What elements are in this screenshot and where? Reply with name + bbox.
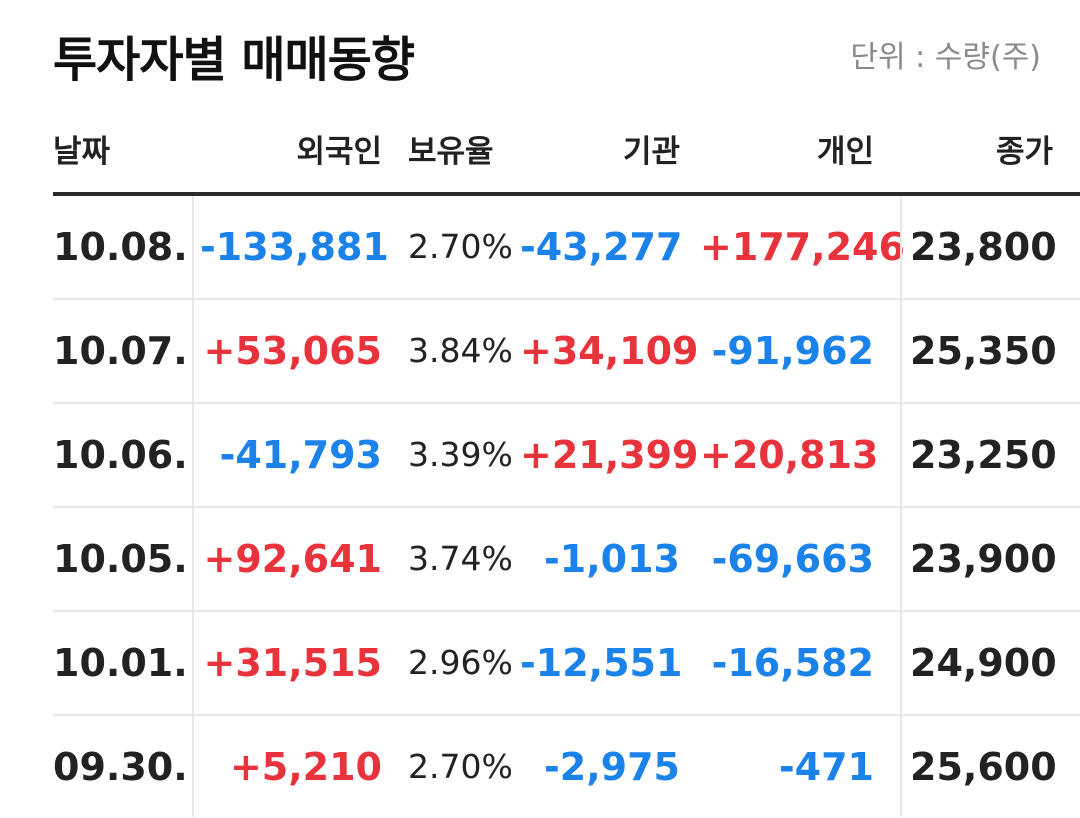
column-header-date: 날짜 bbox=[53, 134, 111, 170]
table-row: 10.06. -41,793 3.39% +21,399 +20,813 23,… bbox=[53, 404, 1080, 508]
date-cell: 10.06. bbox=[53, 433, 188, 477]
column-divider-date bbox=[192, 196, 194, 817]
holding-cell: 2.96% bbox=[408, 643, 513, 682]
institution-cell: -43,277 bbox=[520, 225, 683, 269]
column-divider-close bbox=[900, 196, 902, 817]
row-divider bbox=[53, 298, 1080, 300]
individual-cell: +20,813 bbox=[700, 433, 879, 477]
row-divider bbox=[53, 610, 1080, 612]
close-price-cell: 24,900 bbox=[910, 641, 1057, 685]
column-header-individual: 개인 bbox=[816, 134, 874, 170]
close-price-cell: 23,800 bbox=[910, 225, 1057, 269]
foreign-cell: -41,793 bbox=[219, 433, 382, 477]
holding-cell: 3.39% bbox=[408, 435, 513, 474]
holding-cell: 3.74% bbox=[408, 539, 513, 578]
individual-cell: -471 bbox=[778, 745, 874, 789]
individual-cell: -91,962 bbox=[711, 329, 874, 373]
column-header-holding: 보유율 bbox=[408, 134, 494, 170]
close-price-cell: 25,350 bbox=[910, 329, 1057, 373]
unit-label: 단위 : 수량(주) bbox=[850, 40, 1041, 75]
holding-cell: 2.70% bbox=[408, 747, 513, 786]
foreign-cell: -133,881 bbox=[200, 225, 389, 269]
date-cell: 10.07. bbox=[53, 329, 188, 373]
institution-cell: -2,975 bbox=[544, 745, 680, 789]
foreign-cell: +92,641 bbox=[203, 537, 382, 581]
date-cell: 10.05. bbox=[53, 537, 188, 581]
table-row: 09.30. +5,210 2.70% -2,975 -471 25,600 bbox=[53, 716, 1080, 817]
table-row: 10.08. -133,881 2.70% -43,277 +177,246 2… bbox=[53, 196, 1080, 300]
institution-cell: +34,109 bbox=[520, 329, 699, 373]
close-price-cell: 25,600 bbox=[910, 745, 1057, 789]
institution-cell: -12,551 bbox=[520, 641, 683, 685]
holding-cell: 3.84% bbox=[408, 331, 513, 370]
individual-cell: -16,582 bbox=[711, 641, 874, 685]
date-cell: 10.08. bbox=[53, 225, 188, 269]
date-cell: 09.30. bbox=[53, 745, 188, 789]
section-header: 투자자별 매매동향 단위 : 수량(주) bbox=[53, 20, 1053, 90]
foreign-cell: +53,065 bbox=[203, 329, 382, 373]
row-divider bbox=[53, 506, 1080, 508]
column-header-close: 종가 bbox=[995, 134, 1053, 170]
individual-cell: +177,246 bbox=[700, 225, 905, 269]
header-divider bbox=[53, 192, 1080, 196]
table-row: 10.05. +92,641 3.74% -1,013 -69,663 23,9… bbox=[53, 508, 1080, 612]
column-header-institution: 기관 bbox=[622, 134, 680, 170]
date-cell: 10.01. bbox=[53, 641, 188, 685]
institution-cell: -1,013 bbox=[544, 537, 680, 581]
institution-cell: +21,399 bbox=[520, 433, 699, 477]
foreign-cell: +5,210 bbox=[229, 745, 382, 789]
table-row: 10.01. +31,515 2.96% -12,551 -16,582 24,… bbox=[53, 612, 1080, 716]
close-price-cell: 23,250 bbox=[910, 433, 1057, 477]
row-divider bbox=[53, 714, 1080, 716]
individual-cell: -69,663 bbox=[711, 537, 874, 581]
column-header-foreign: 외국인 bbox=[296, 134, 382, 170]
section-title: 투자자별 매매동향 bbox=[53, 32, 415, 88]
close-price-cell: 23,900 bbox=[910, 537, 1057, 581]
foreign-cell: +31,515 bbox=[203, 641, 382, 685]
table-row: 10.07. +53,065 3.84% +34,109 -91,962 25,… bbox=[53, 300, 1080, 404]
row-divider bbox=[53, 402, 1080, 404]
holding-cell: 2.70% bbox=[408, 227, 513, 266]
